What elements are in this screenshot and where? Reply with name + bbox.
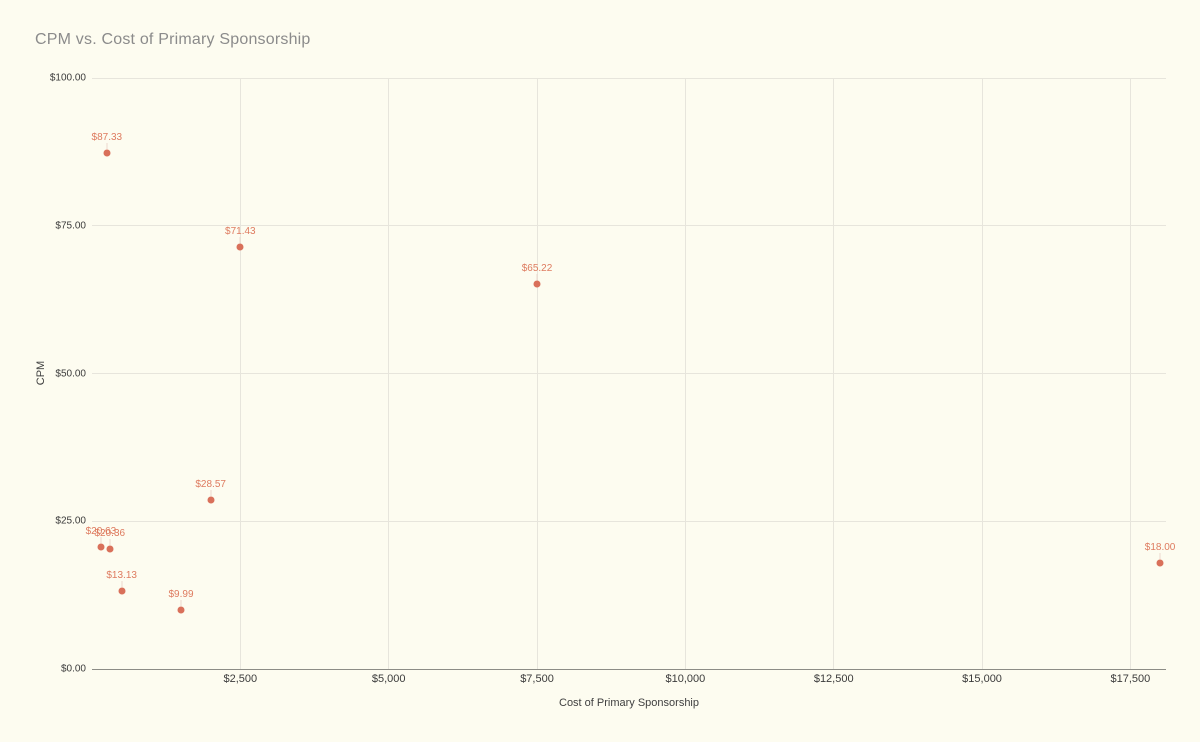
data-point[interactable] [533,280,541,288]
y-tick-label: $25.00 [55,515,86,527]
x-tick-label: $7,500 [520,673,554,685]
y-gridline [92,225,1166,227]
data-point[interactable] [207,496,215,504]
x-tick-label: $2,500 [223,673,258,685]
y-tick-label: $75.00 [55,220,86,232]
data-point[interactable] [106,545,114,553]
data-point-leader-line [109,538,111,545]
x-tick-label: $5,000 [371,673,406,685]
data-point[interactable] [118,587,126,595]
data-point[interactable] [97,543,105,551]
data-point[interactable] [236,243,244,251]
x-axis-title: Cost of Primary Sponsorship [559,697,699,709]
x-tick-label: $17,500 [1110,673,1151,685]
data-point-label: $13.13 [106,570,137,582]
data-point-label: $9.99 [168,588,194,600]
data-point[interactable] [177,606,185,614]
data-point[interactable] [1156,559,1164,567]
x-axis-line [92,668,1166,670]
data-point[interactable] [103,149,111,157]
data-point-label: $20.63 [85,526,117,538]
x-tick-label: $15,000 [962,673,1002,685]
data-point-label: $18.00 [1144,541,1176,553]
y-tick-label: $100.00 [49,72,86,84]
data-point-leader-line [239,236,241,243]
data-point-leader-line [100,537,102,544]
y-axis-title: CPM [35,360,47,386]
y-tick-label: $0.00 [60,663,86,675]
data-point-leader-line [121,581,123,588]
y-gridline [92,373,1166,374]
data-point-leader-line [536,273,538,280]
x-tick-label: $12,500 [813,673,854,685]
data-point-label: $28.57 [195,479,226,491]
data-point-leader-line [210,490,212,497]
data-point-label: $65.22 [521,262,553,274]
data-point-label: $20.36 [94,527,126,539]
y-tick-label: $50.00 [55,368,86,379]
data-point-leader-line [180,599,182,606]
data-point-leader-line [106,142,108,149]
data-point-leader-line [1159,552,1161,559]
chart-title: CPM vs. Cost of Primary Sponsorship [35,31,311,48]
x-tick-label: $10,000 [665,673,706,685]
y-gridline [92,520,1166,522]
data-point-label: $87.33 [91,131,123,143]
data-point-label: $71.43 [225,225,256,237]
y-gridline [92,77,1166,79]
